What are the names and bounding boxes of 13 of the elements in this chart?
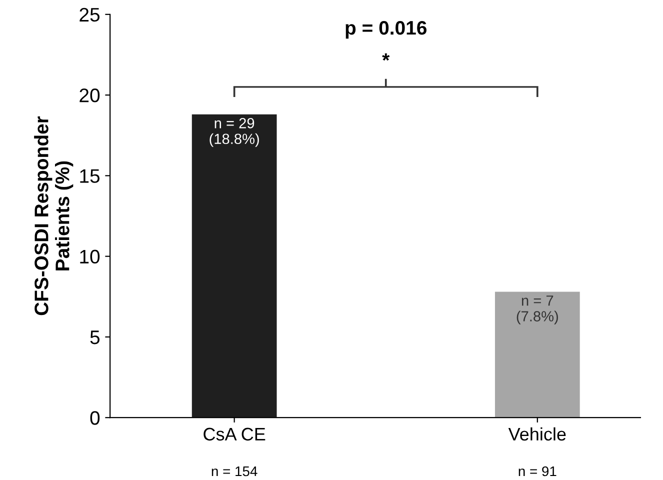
y-tick-label: 5 — [90, 330, 100, 344]
annotation: p = 0.016 — [346, 20, 427, 39]
annotation: * — [382, 53, 390, 61]
y-axis-title: CFS-OSDI Responder Patients (%) — [34, 116, 74, 316]
y-tick-label: 25 — [80, 8, 100, 22]
category-label: Vehicle n = 91 — [508, 427, 566, 476]
y-tick-label: 15 — [80, 169, 100, 183]
y-tick-label: 0 — [90, 411, 100, 425]
data-label: n = 29 (18.8%) — [210, 118, 259, 147]
y-tick-label: 10 — [80, 250, 100, 264]
y-tick-label: 20 — [80, 88, 100, 102]
data-label: n = 7 (7.8%) — [516, 296, 558, 324]
category-label: CsA CE n = 154 — [204, 428, 266, 476]
